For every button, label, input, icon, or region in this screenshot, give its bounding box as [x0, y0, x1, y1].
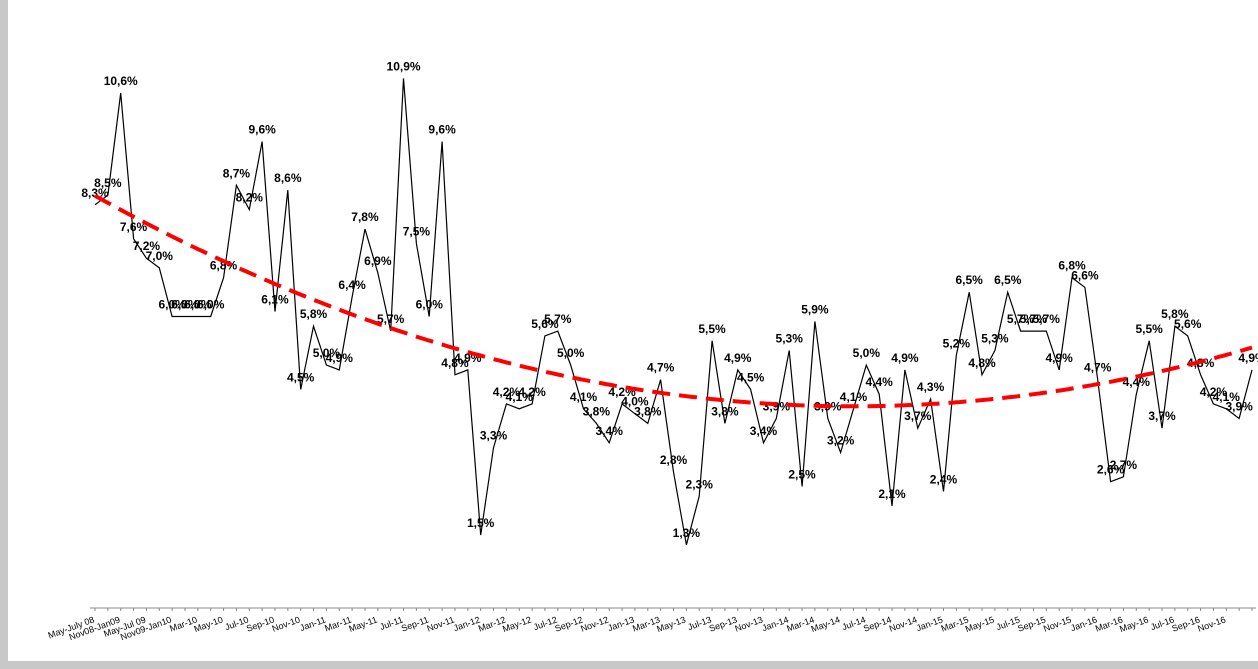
data-label: 5,7% [377, 312, 405, 326]
data-label: 6,5% [955, 273, 983, 287]
data-label: 5,9% [801, 302, 829, 316]
trendline [94, 194, 1253, 409]
data-label: 2,4% [930, 472, 958, 486]
data-label: 10,6% [104, 74, 138, 88]
data-label: 4,9% [326, 351, 354, 365]
data-label: 3,2% [827, 434, 855, 448]
data-label: 4,9% [724, 351, 752, 365]
data-label: 4,1% [570, 390, 598, 404]
data-label: 4,2% [1200, 385, 1228, 399]
data-label: 6,4% [338, 278, 366, 292]
data-label: 6,8% [210, 259, 238, 273]
data-label: 4,0% [621, 395, 649, 409]
data-label: 5,0% [853, 346, 881, 360]
data-label: 8,6% [274, 171, 302, 185]
data-label: 2,3% [686, 477, 714, 491]
data-label: 5,5% [698, 322, 726, 336]
data-label: 4,1% [506, 390, 534, 404]
data-label: 2,5% [788, 468, 816, 482]
data-label: 3,8% [711, 404, 739, 418]
data-label: 4,8% [441, 356, 469, 370]
data-label: 4,9% [891, 351, 919, 365]
data-label: 7,8% [351, 210, 379, 224]
data-label: 6,1% [261, 293, 289, 307]
data-label: 9,6% [248, 123, 276, 137]
data-label: 4,3% [917, 380, 945, 394]
data-label: 6,8% [1058, 259, 1086, 273]
frame-left [0, 0, 8, 669]
data-label: 8,5% [94, 176, 122, 190]
data-label: 3,8% [583, 404, 611, 418]
data-label: 6,0% [158, 298, 186, 312]
data-label: 7,6% [120, 220, 148, 234]
data-label: 5,7% [1007, 312, 1035, 326]
data-label: 5,3% [981, 332, 1009, 346]
data-label: 1,3% [673, 526, 701, 540]
data-label: 6,0% [416, 298, 444, 312]
frame-bottom [0, 661, 1258, 669]
data-label: 4,5% [287, 370, 315, 384]
data-label: 2,1% [878, 487, 906, 501]
data-label: 4,1% [840, 390, 868, 404]
data-label: 4,5% [737, 370, 765, 384]
data-label: 4,7% [1084, 361, 1112, 375]
data-label: 10,9% [387, 59, 421, 73]
data-label: 8,2% [236, 191, 264, 205]
data-label: 5,6% [1174, 317, 1202, 331]
data-label: 8,3% [81, 186, 109, 200]
line-series [94, 78, 1253, 545]
data-label: 5,2% [943, 336, 971, 350]
data-label: 7,0% [146, 249, 174, 263]
data-label: 5,6% [531, 317, 559, 331]
data-label: 4,2% [493, 385, 521, 399]
data-label: 3,4% [750, 424, 778, 438]
data-label: 5,3% [776, 332, 804, 346]
data-label: 3,3% [480, 429, 508, 443]
data-label: 2,6% [1097, 463, 1125, 477]
data-label: 4,9% [1238, 351, 1258, 365]
data-label: 5,8% [300, 307, 328, 321]
data-label: 8,7% [223, 166, 251, 180]
data-label: 3,7% [904, 409, 932, 423]
data-label: 2,7% [1110, 458, 1138, 472]
data-label: 5,7% [1020, 312, 1048, 326]
data-label: 7,2% [133, 239, 161, 253]
data-label: 5,8% [1161, 307, 1189, 321]
data-label: 4,2% [518, 385, 546, 399]
data-label: 3,8% [634, 404, 662, 418]
data-label: 4,1% [1213, 390, 1241, 404]
data-label: 3,9% [1225, 400, 1253, 414]
data-label: 6,0% [184, 298, 212, 312]
data-label: 4,4% [1123, 375, 1151, 389]
data-label: 6,9% [364, 254, 392, 268]
data-label: 4,9% [1045, 351, 1073, 365]
data-label: 7,5% [403, 225, 431, 239]
data-label: 6,5% [994, 273, 1022, 287]
data-label: 5,0% [557, 346, 585, 360]
data-label: 1,5% [467, 516, 495, 530]
data-label: 5,7% [1033, 312, 1061, 326]
data-label: 3,4% [596, 424, 624, 438]
data-label: 4,4% [866, 375, 894, 389]
data-label: 4,8% [968, 356, 996, 370]
data-label: 6,0% [197, 298, 225, 312]
data-label: 2,8% [660, 453, 688, 467]
data-label: 6,6% [1071, 268, 1099, 282]
data-label: 5,5% [1135, 322, 1163, 336]
data-label: 9,6% [428, 123, 456, 137]
data-label: 4,7% [647, 361, 675, 375]
data-label: 5,7% [544, 312, 572, 326]
data-label: 5,0% [313, 346, 341, 360]
data-label: 6,0% [171, 298, 199, 312]
data-label: 3,7% [1148, 409, 1176, 423]
